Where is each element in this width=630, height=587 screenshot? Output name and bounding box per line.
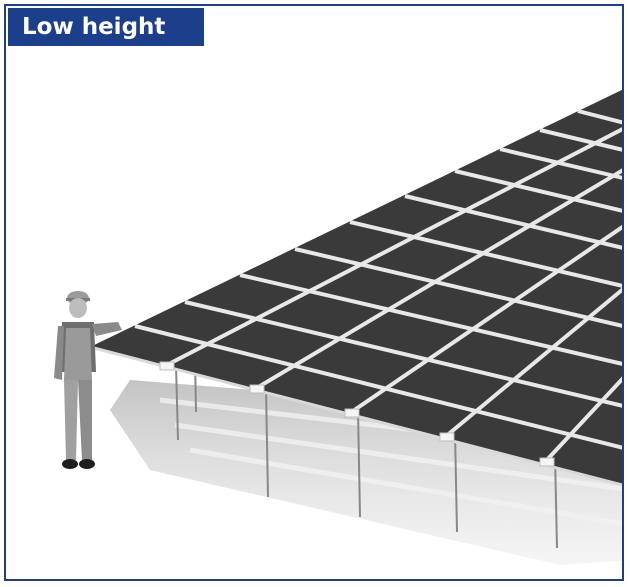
worker-figure (54, 291, 122, 469)
title-label: Low height (8, 8, 204, 46)
rail-clamps (159, 361, 555, 467)
panel-rails (134, 109, 622, 464)
solar-panel-surface (90, 89, 622, 485)
